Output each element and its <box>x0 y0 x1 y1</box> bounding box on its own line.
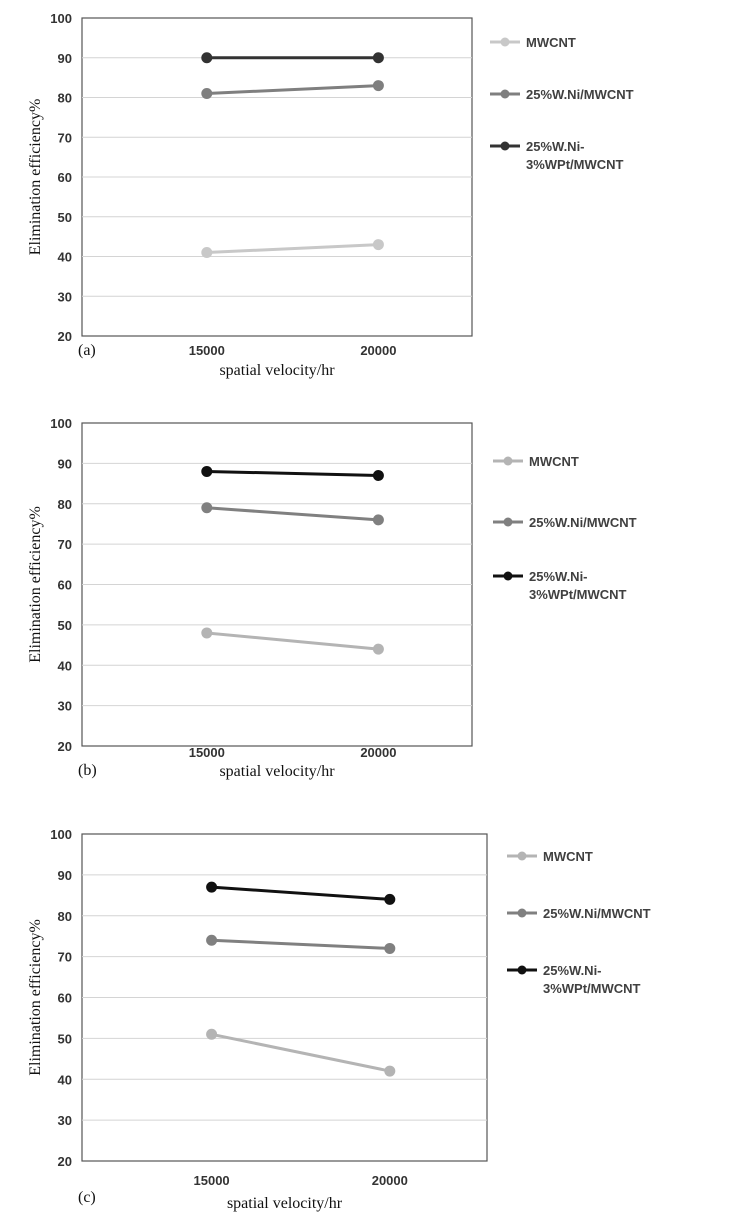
x-tick-label: 20000 <box>360 343 396 358</box>
data-point <box>384 942 396 954</box>
y-tick-label: 90 <box>58 456 72 471</box>
data-point <box>372 239 384 251</box>
legend-entry-label: 3%WPt/MWCNT <box>529 587 627 602</box>
legend-entry-label: 25%W.Ni- <box>543 963 602 978</box>
y-axis-title: Elimination efficiency% <box>27 919 44 1076</box>
y-tick-label: 50 <box>58 618 72 633</box>
y-tick-label: 40 <box>58 250 72 265</box>
series-line-3 <box>206 469 379 477</box>
series-line-2 <box>211 938 390 950</box>
legend-entry-label: MWCNT <box>526 35 576 50</box>
legend-entry-label: 25%W.Ni/MWCNT <box>529 515 637 530</box>
y-tick-label: 60 <box>58 170 72 185</box>
data-point <box>206 881 218 893</box>
y-tick-label: 20 <box>58 1154 72 1169</box>
legend-entry-label: 25%W.Ni- <box>529 569 588 584</box>
data-point <box>372 643 384 655</box>
y-tick-label: 80 <box>58 909 72 924</box>
y-tick-label: 50 <box>58 210 72 225</box>
y-tick-label: 30 <box>58 699 72 714</box>
series-line-1 <box>211 1032 391 1073</box>
y-tick-label: 40 <box>58 658 72 673</box>
series-line-2 <box>206 84 379 96</box>
legend-entry-label: 25%W.Ni/MWCNT <box>543 906 651 921</box>
y-tick-label: 70 <box>58 950 72 965</box>
legend-entry-label: MWCNT <box>529 454 579 469</box>
y-tick-label: 20 <box>58 739 72 754</box>
x-tick-label: 20000 <box>360 745 396 760</box>
legend-entry-label: 25%W.Ni- <box>526 139 585 154</box>
y-tick-label: 60 <box>58 991 72 1006</box>
x-axis-title: spatial velocity/hr <box>219 763 335 780</box>
data-point <box>206 1028 218 1040</box>
y-tick-label: 90 <box>58 868 72 883</box>
legend-swatch-marker <box>500 37 510 47</box>
y-tick-label: 90 <box>58 51 72 66</box>
y-tick-label: 40 <box>58 1072 72 1087</box>
chart-panel-3: 20 30 40 50 60 70 80 90 100 15000 20000 MWCNT 25%W.N… <box>27 827 651 1212</box>
legend-entry-label: 3%WPt/MWCNT <box>526 157 624 172</box>
data-point <box>201 52 213 64</box>
legend-swatch-marker <box>517 908 527 918</box>
legend-entry-label: 25%W.Ni/MWCNT <box>526 87 634 102</box>
data-point <box>384 893 396 905</box>
series-line-1 <box>206 631 379 651</box>
y-tick-label: 30 <box>58 289 72 304</box>
y-tick-label: 100 <box>50 11 72 26</box>
y-tick-label: 50 <box>58 1031 72 1046</box>
legend-swatch-marker <box>517 851 527 861</box>
data-point <box>201 465 213 477</box>
y-axis-title: Elimination efficiency% <box>27 506 44 663</box>
legend-swatch-marker <box>500 141 510 151</box>
data-point <box>372 469 384 481</box>
legend-swatch-marker <box>503 456 513 466</box>
legend-swatch-marker <box>503 517 513 527</box>
data-point <box>201 88 213 100</box>
data-point <box>201 627 213 639</box>
panel-label: (b) <box>78 762 97 779</box>
series-line-1 <box>206 243 379 255</box>
legend-entry-label: MWCNT <box>543 849 593 864</box>
data-point <box>201 247 213 259</box>
y-tick-label: 100 <box>50 416 72 431</box>
data-point <box>372 52 384 64</box>
panel-label: (a) <box>78 342 96 359</box>
legend-swatch-marker <box>500 89 510 99</box>
y-axis-title: Elimination efficiency% <box>27 99 44 256</box>
legend-swatch-marker <box>503 571 513 581</box>
y-tick-label: 70 <box>58 537 72 552</box>
x-tick-label: 20000 <box>372 1173 408 1188</box>
series-line-2 <box>206 506 379 522</box>
x-tick-label: 15000 <box>194 1173 230 1188</box>
y-tick-label: 80 <box>58 497 72 512</box>
data-point <box>372 80 384 92</box>
data-point <box>201 502 213 514</box>
y-tick-label: 20 <box>58 329 72 344</box>
chart-panel-1: 20 30 40 50 60 70 80 90 100 15000 20000 MWCNT 25%W.N… <box>27 11 634 379</box>
series-line-3 <box>211 885 390 901</box>
legend-entry-label: 3%WPt/MWCNT <box>543 981 641 996</box>
chart-panel-2: 20 30 40 50 60 70 80 90 100 15000 20000 MWCNT 25%W.N… <box>27 416 637 780</box>
legend-swatch-marker <box>517 965 527 975</box>
data-point <box>372 514 384 526</box>
x-axis-title: spatial velocity/hr <box>227 1195 343 1212</box>
panel-label: (c) <box>78 1189 96 1206</box>
y-tick-label: 30 <box>58 1113 72 1128</box>
y-tick-label: 80 <box>58 91 72 106</box>
y-tick-label: 70 <box>58 130 72 145</box>
y-tick-label: 100 <box>50 827 72 842</box>
data-point <box>206 934 218 946</box>
x-tick-label: 15000 <box>189 745 225 760</box>
data-point <box>384 1065 396 1077</box>
x-tick-label: 15000 <box>189 343 225 358</box>
y-tick-label: 60 <box>58 578 72 593</box>
x-axis-title: spatial velocity/hr <box>219 362 335 379</box>
